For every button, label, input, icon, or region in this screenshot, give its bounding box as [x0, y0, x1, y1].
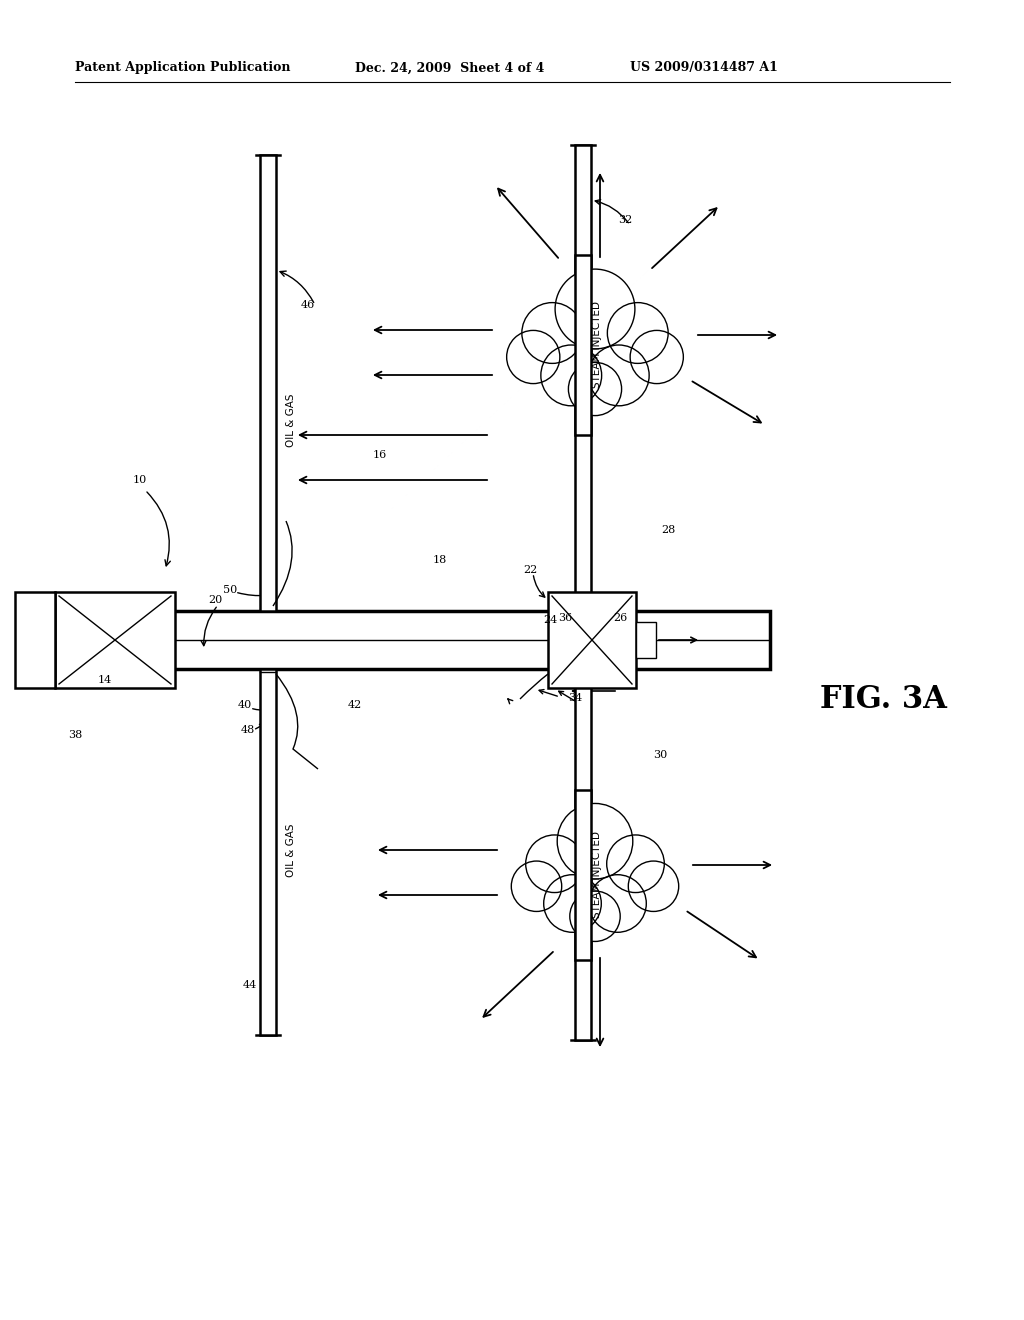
- Text: US 2009/0314487 A1: US 2009/0314487 A1: [630, 62, 778, 74]
- Bar: [27, 642, 55, 659]
- Text: 42: 42: [348, 700, 362, 710]
- Bar: [55, 591, 175, 688]
- Text: 48: 48: [241, 725, 255, 735]
- Bar: [575, 669, 591, 1040]
- Circle shape: [589, 875, 646, 932]
- Circle shape: [555, 269, 635, 348]
- Circle shape: [507, 330, 560, 384]
- Text: 36: 36: [558, 612, 572, 623]
- Bar: [575, 255, 591, 436]
- Text: 10: 10: [133, 475, 147, 484]
- Circle shape: [557, 804, 633, 879]
- Circle shape: [606, 836, 665, 892]
- Bar: [548, 591, 636, 688]
- Circle shape: [544, 875, 601, 932]
- Text: OIL & GAS: OIL & GAS: [286, 393, 296, 446]
- Text: 38: 38: [68, 730, 82, 741]
- Bar: [636, 622, 656, 657]
- Bar: [17, 659, 55, 677]
- Bar: [27, 620, 55, 639]
- Text: STEAM INJECTED: STEAM INJECTED: [592, 301, 602, 388]
- Text: 30: 30: [653, 750, 667, 760]
- Text: 46: 46: [301, 300, 315, 310]
- Text: 16: 16: [373, 450, 387, 459]
- Text: 26: 26: [613, 612, 627, 623]
- Circle shape: [568, 363, 622, 416]
- Circle shape: [629, 861, 679, 911]
- Text: 20: 20: [208, 595, 222, 605]
- Text: 44: 44: [243, 979, 257, 990]
- Bar: [260, 154, 276, 611]
- Text: OIL & GAS: OIL & GAS: [286, 824, 296, 876]
- Bar: [575, 145, 591, 611]
- Circle shape: [511, 861, 562, 911]
- Text: 34: 34: [568, 693, 582, 704]
- Circle shape: [522, 302, 583, 363]
- Bar: [17, 603, 55, 620]
- Bar: [260, 669, 276, 1035]
- Circle shape: [569, 891, 621, 941]
- Circle shape: [525, 836, 584, 892]
- Circle shape: [630, 330, 683, 384]
- Text: 14: 14: [98, 675, 112, 685]
- Text: STEAM INJECTED: STEAM INJECTED: [592, 832, 602, 919]
- Text: FIG. 3A: FIG. 3A: [820, 685, 947, 715]
- Text: 32: 32: [617, 215, 632, 224]
- Text: Patent Application Publication: Patent Application Publication: [75, 62, 291, 74]
- Circle shape: [589, 345, 649, 405]
- Bar: [15, 591, 55, 688]
- Bar: [575, 789, 591, 960]
- Bar: [55, 611, 770, 669]
- Text: 18: 18: [433, 554, 447, 565]
- Text: 28: 28: [660, 525, 675, 535]
- Text: 24: 24: [543, 615, 557, 624]
- Circle shape: [541, 345, 602, 405]
- Text: Dec. 24, 2009  Sheet 4 of 4: Dec. 24, 2009 Sheet 4 of 4: [355, 62, 545, 74]
- Text: 22: 22: [523, 565, 538, 576]
- Text: 50: 50: [223, 585, 238, 595]
- Text: 40: 40: [238, 700, 252, 710]
- Circle shape: [607, 302, 668, 363]
